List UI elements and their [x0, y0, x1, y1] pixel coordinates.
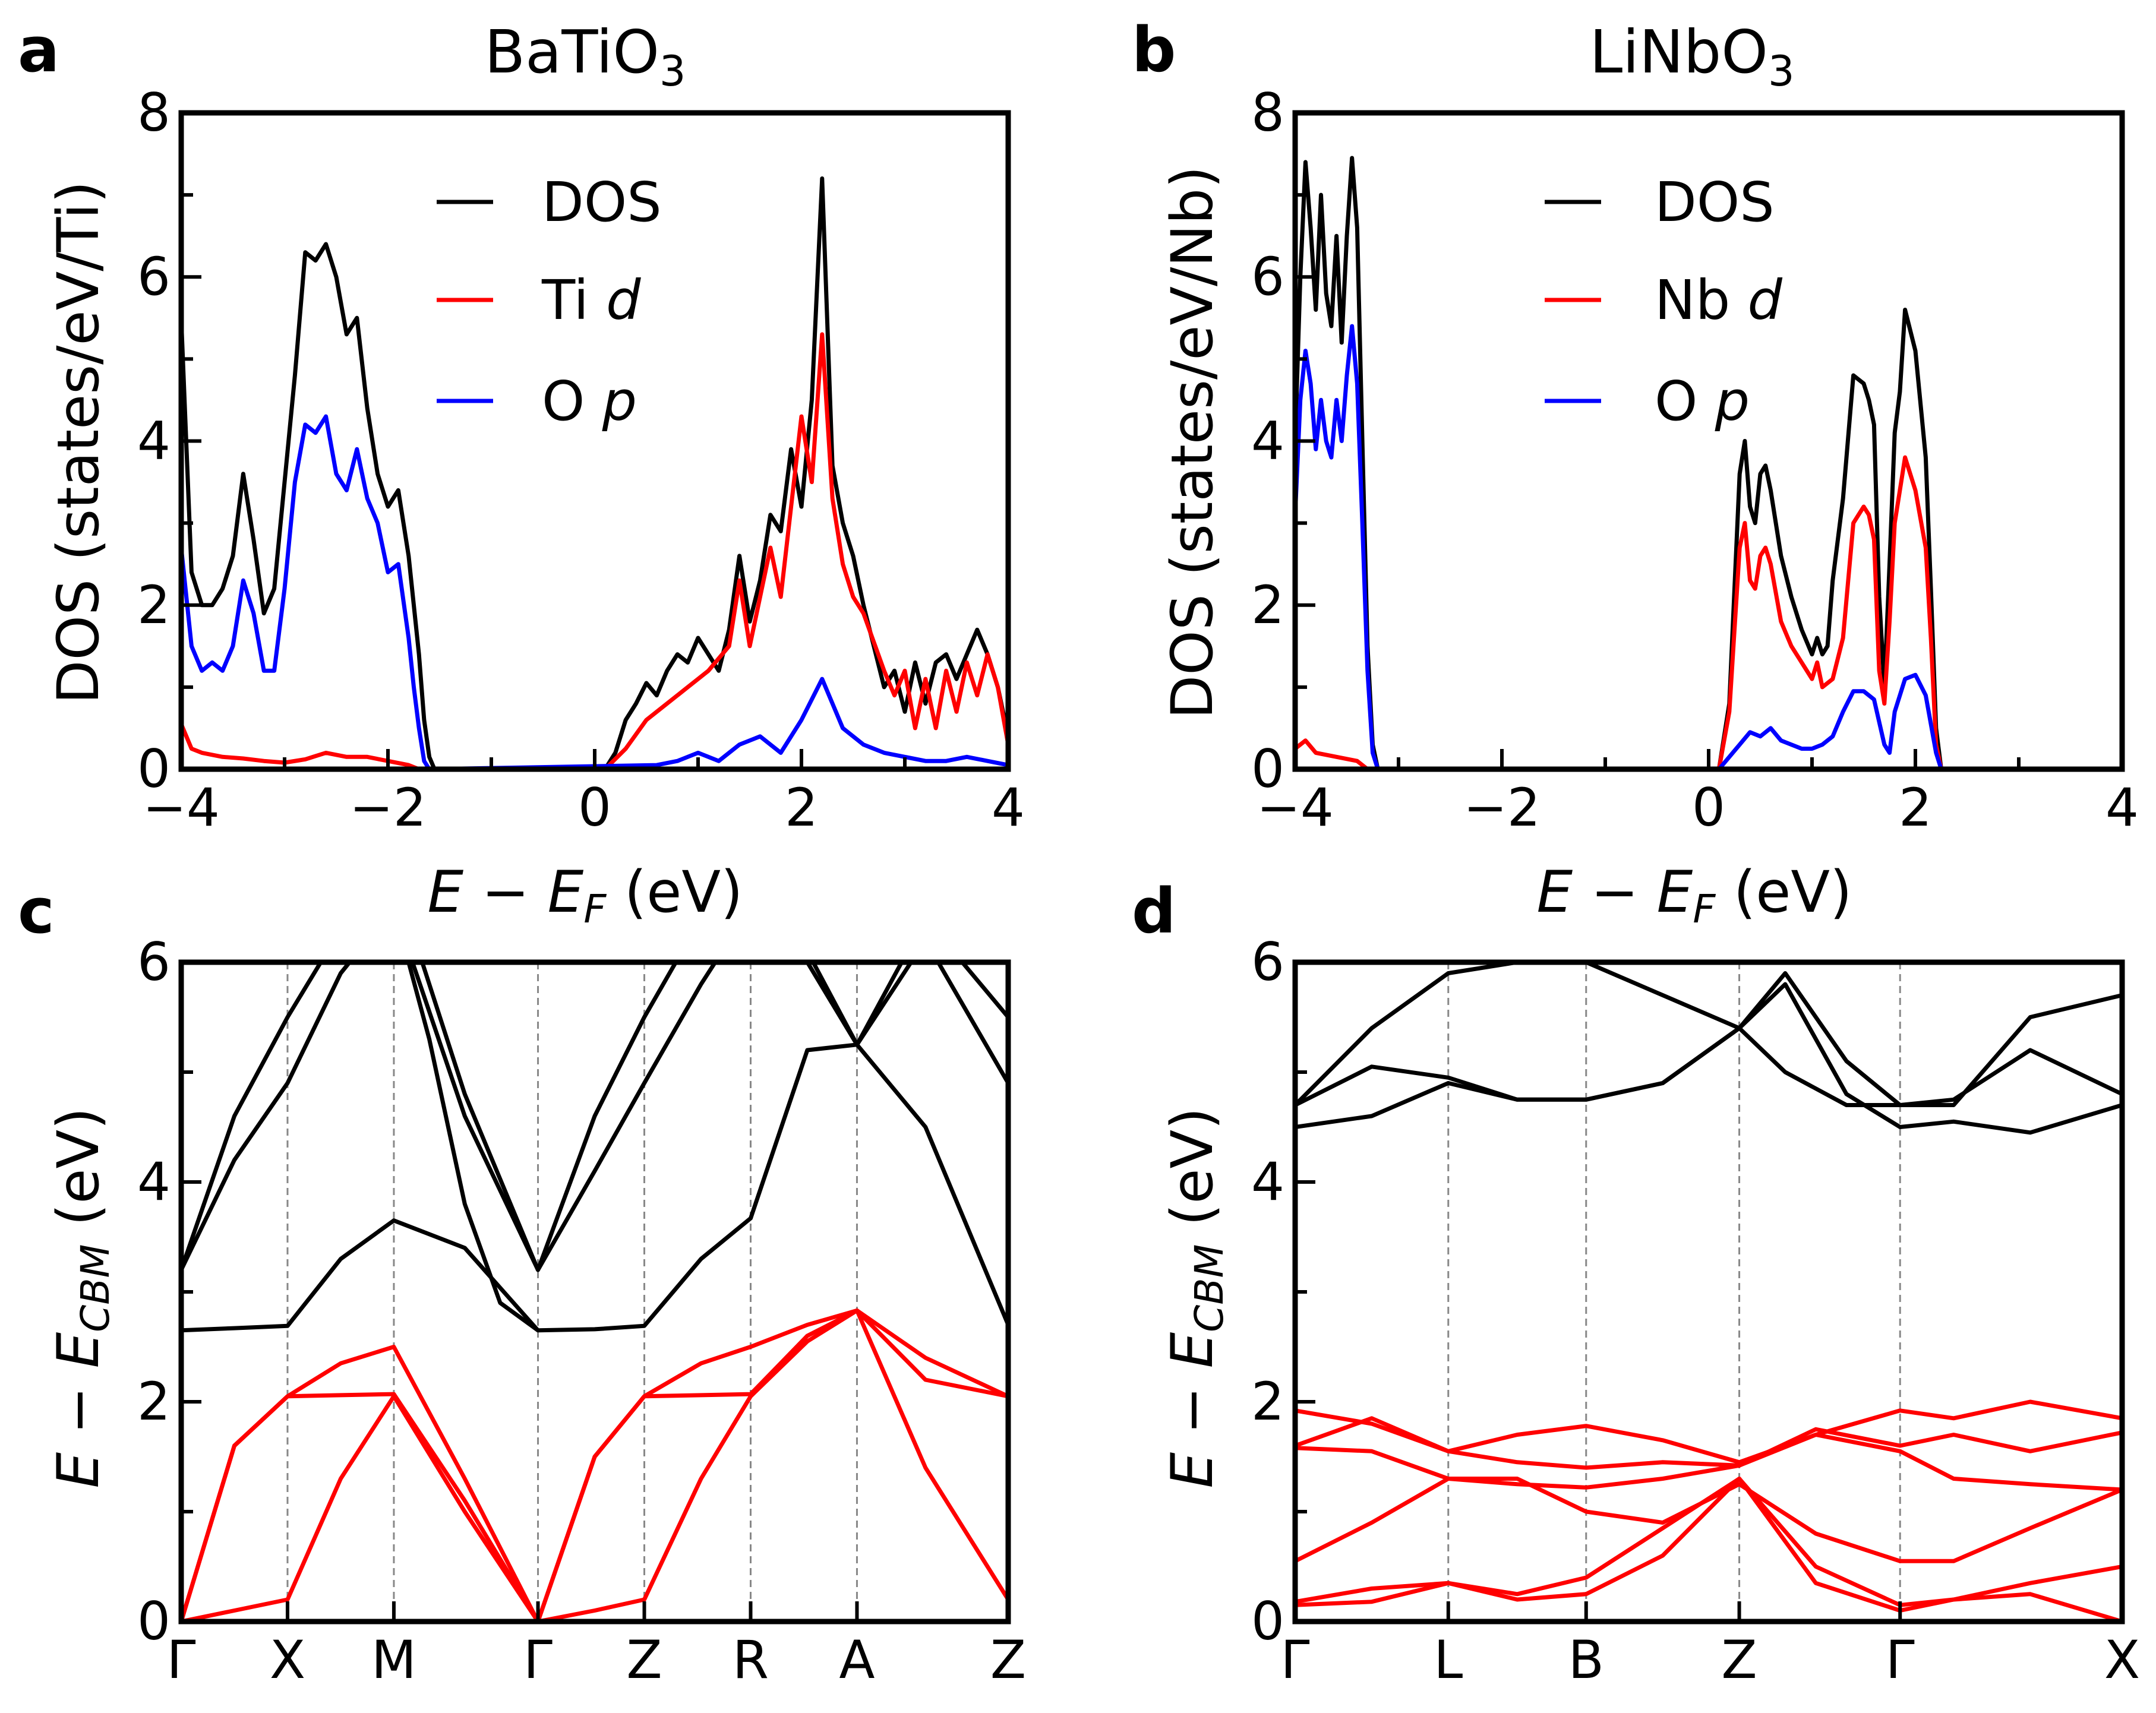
axes-frame — [178, 959, 1011, 1624]
y-tick-label: 0 — [1251, 738, 1284, 799]
x-tick-label: −2 — [349, 777, 427, 838]
panel-a-title: BaTiO3 — [485, 17, 686, 96]
panel-d-ylabel: E − ECBM (eV) — [1159, 1107, 1232, 1488]
panel-b-xlabel: E − EF (eV) — [1537, 859, 1852, 932]
panel-c-plot: 0 2 4 6 Γ X M Γ Z R A Z — [137, 931, 1026, 1690]
panel-a-xlabel: E − EF (eV) — [428, 859, 743, 932]
y-tick-label: 2 — [1251, 574, 1284, 636]
panel-a-plot: 0 2 4 6 8 −4 −2 0 2 4 — [137, 82, 1025, 838]
x-tick-label: 4 — [2106, 777, 2139, 838]
series-line-valence-3 — [1295, 1433, 2122, 1492]
legend-text-nb-d: Nb d — [1655, 268, 1782, 332]
kpoint-label: Γ — [1886, 1629, 1915, 1690]
y-tick-label: 0 — [1251, 1591, 1284, 1652]
series-line-valence-2 — [181, 1308, 1008, 1622]
panel-label-b: b — [1132, 14, 1176, 86]
y-tick-label: 8 — [1251, 82, 1284, 143]
series-line-conduction-1 — [181, 1042, 1008, 1333]
series-line-o-p — [1295, 324, 1943, 769]
kpoint-label: Z — [626, 1629, 662, 1690]
panel-label-a: a — [18, 14, 59, 86]
series-line-conduction-4 — [406, 962, 539, 1332]
kpoint-label: B — [1568, 1629, 1604, 1690]
y-tick-label: 2 — [1251, 1371, 1284, 1432]
y-tick-label: 6 — [1251, 931, 1284, 993]
panel-a-legend: DOS Ti d O p — [437, 170, 662, 433]
y-tick-label: 4 — [137, 1151, 171, 1212]
kpoint-label: Z — [1721, 1629, 1757, 1690]
y-tick-label: 6 — [137, 246, 171, 307]
series-line-o-p — [181, 414, 1008, 769]
panel-b-plot: 0 2 4 6 8 −4 −2 0 2 4 — [1251, 82, 2139, 838]
kpoint-label: M — [371, 1629, 416, 1690]
kpoint-label: X — [270, 1629, 305, 1690]
kpoint-label: Γ — [166, 1629, 195, 1690]
kpoint-label: Z — [990, 1629, 1026, 1690]
x-tick-label: 0 — [578, 777, 611, 838]
panel-a-ylabel: DOS (states/eV/Ti) — [45, 181, 112, 704]
y-tick-label: 4 — [137, 410, 171, 472]
x-tick-label: −4 — [143, 777, 220, 838]
panel-label-d: d — [1132, 875, 1176, 947]
series-line-valence-1 — [1295, 1399, 2122, 1465]
series-line-nb-d — [1295, 455, 1943, 769]
kpoint-label: R — [733, 1629, 769, 1690]
kpoint-label: Γ — [1280, 1629, 1309, 1690]
panel-label-c: c — [18, 875, 55, 947]
series-line-dos — [181, 176, 1008, 769]
series-line-dos — [1295, 156, 1943, 769]
x-tick-label: 4 — [992, 777, 1025, 838]
y-tick-label: 2 — [137, 1371, 171, 1432]
panel-c-ylabel: E − ECBM (eV) — [45, 1107, 118, 1488]
y-tick-label: 0 — [137, 738, 171, 799]
y-tick-label: 8 — [137, 82, 171, 143]
y-tick-label: 2 — [137, 574, 171, 636]
kpoint-label: A — [839, 1629, 875, 1690]
series-line-valence-2 — [1295, 1416, 2122, 1470]
panel-d-plot: 0 2 4 6 Γ L B Z Γ X — [1251, 931, 2140, 1690]
kpoint-label: X — [2104, 1629, 2140, 1690]
x-tick-label: −2 — [1463, 777, 1541, 838]
panel-b-title: LiNbO3 — [1589, 17, 1794, 96]
x-tick-label: −4 — [1257, 777, 1334, 838]
x-tick-label: 2 — [785, 777, 818, 838]
series-line-valence-1 — [181, 1308, 1008, 1622]
y-tick-label: 0 — [137, 1591, 171, 1652]
kpoint-label: L — [1434, 1629, 1463, 1690]
series-line-ti-d — [181, 332, 1008, 769]
y-tick-label: 6 — [1251, 246, 1284, 307]
legend-text-o-p: O p — [542, 369, 637, 433]
series-line-valence-6 — [1295, 1477, 2122, 1622]
series-line-conduction-3 — [1295, 962, 2122, 1107]
plot-layer: 0 2 4 6 8 −4 −2 0 2 4 0 2 4 6 8 −4 −2 0 2 4 0 2 4 6 Γ X M Γ Z R A Z 0 2 4 6… — [137, 82, 2140, 1690]
y-tick-label: 4 — [1251, 410, 1284, 472]
series-line-conduction-3 — [181, 962, 1008, 1272]
legend-text-o-p: O p — [1655, 369, 1750, 433]
series-line-conduction-1 — [1295, 982, 2122, 1135]
legend-text-dos: DOS — [1655, 170, 1775, 234]
axes-frame — [1292, 959, 2125, 1624]
y-tick-label: 6 — [137, 931, 171, 993]
series-line-valence-4 — [1295, 1477, 2122, 1563]
x-tick-label: 2 — [1899, 777, 1932, 838]
y-tick-label: 4 — [1251, 1151, 1284, 1212]
kpoint-label: Γ — [523, 1629, 553, 1690]
panel-b-legend: DOS Nb d O p — [1545, 170, 1782, 433]
legend-text-ti-d: Ti d — [541, 268, 641, 332]
series-line-valence-3 — [181, 1308, 1008, 1622]
legend-text-dos: DOS — [542, 170, 662, 234]
x-tick-label: 0 — [1692, 777, 1725, 838]
panel-b-ylabel: DOS (states/eV/Nb) — [1159, 166, 1226, 719]
